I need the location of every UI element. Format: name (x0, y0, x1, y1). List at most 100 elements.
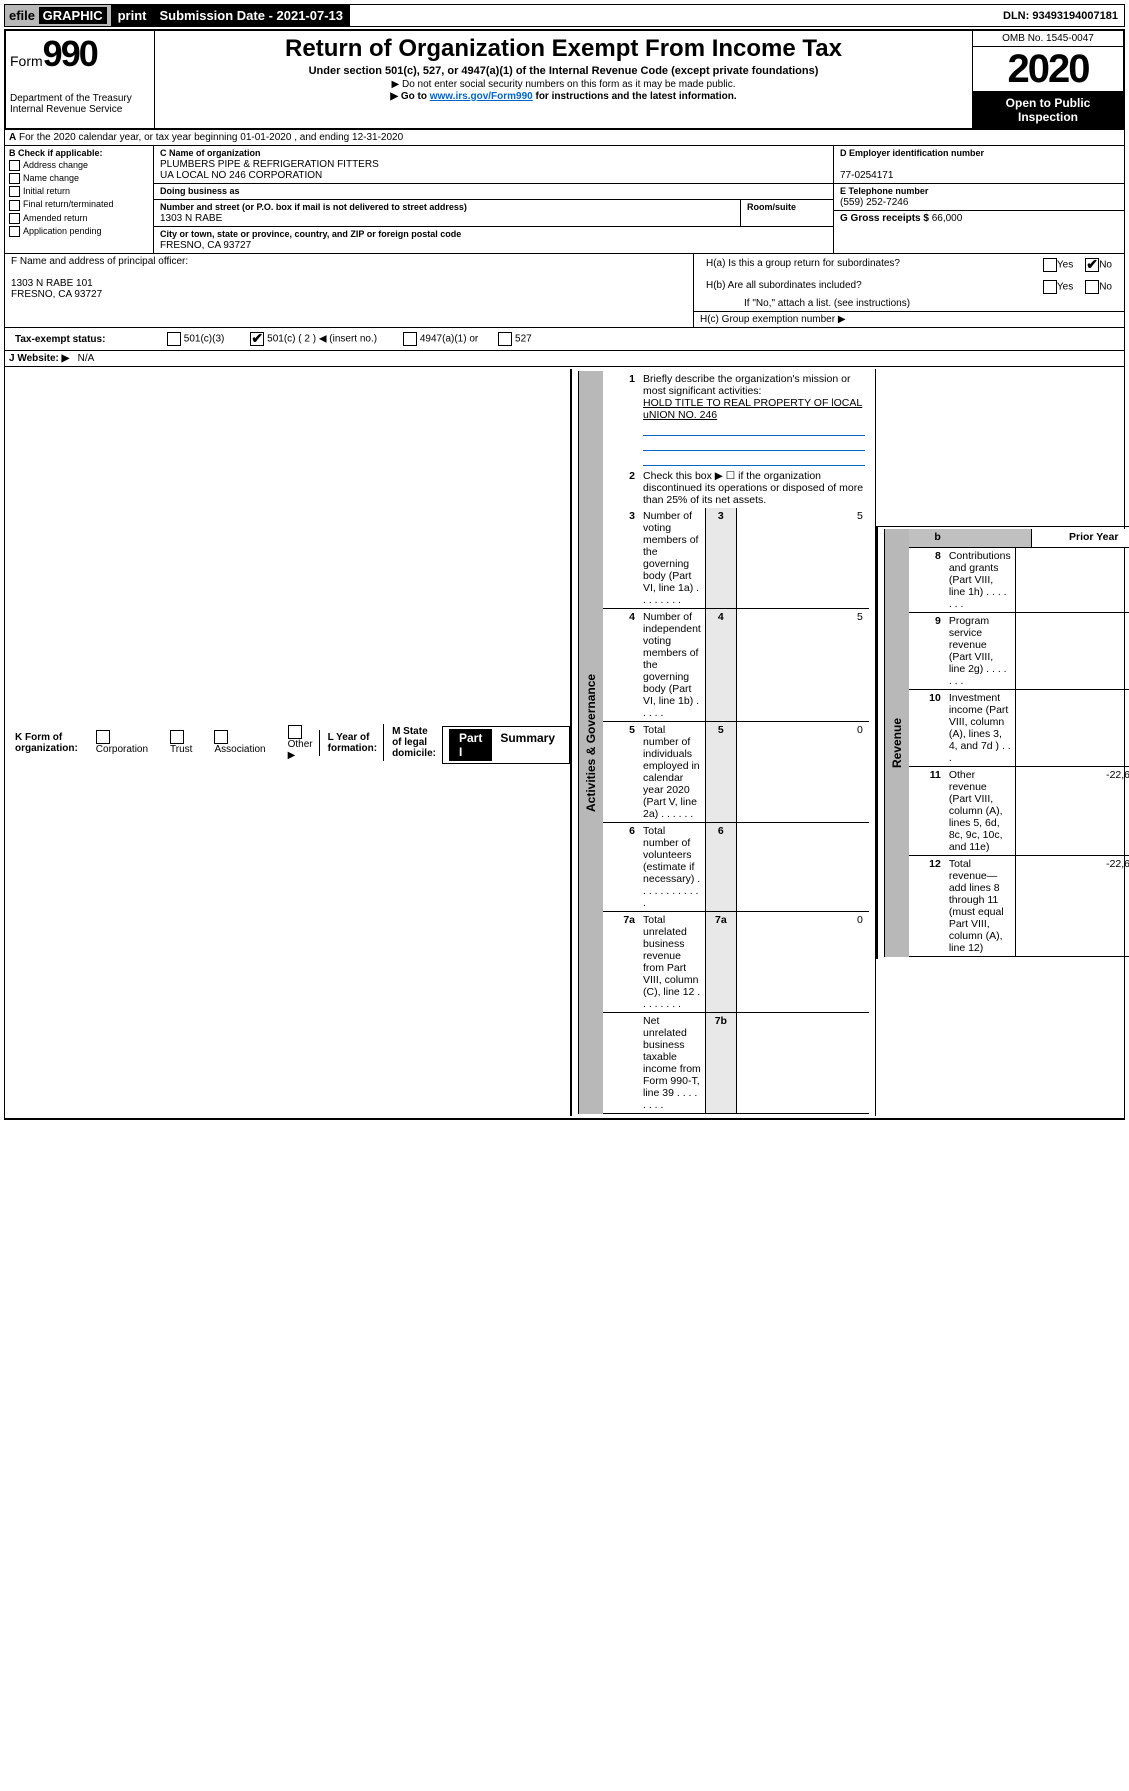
part1-title: Summary (492, 729, 563, 761)
dln-label: DLN: 93493194007181 (997, 5, 1124, 26)
cb-initial-return[interactable]: Initial return (9, 186, 149, 197)
city-label: City or town, state or province, country… (160, 229, 461, 239)
revenue-row: 12Total revenue—add lines 8 through 11 (… (909, 856, 1129, 957)
revenue-row: 11Other revenue (Part VIII, column (A), … (909, 767, 1129, 856)
tax-year-range: For the 2020 calendar year, or tax year … (19, 132, 403, 143)
open-to-public: Open to Public Inspection (973, 92, 1123, 128)
gross-label: G Gross receipts $ (840, 213, 929, 224)
cb-4947[interactable]: 4947(a)(1) or (397, 330, 484, 348)
cb-501c3[interactable]: 501(c)(3) (161, 330, 230, 348)
address-row: Number and street (or P.O. box if mail i… (154, 200, 833, 227)
header-left: Form990 Department of the Treasury Inter… (6, 31, 155, 128)
header-right: OMB No. 1545-0047 2020 Open to Public In… (972, 31, 1123, 128)
year-formation-label: L Year of formation: (328, 732, 377, 754)
q1-text: Briefly describe the organization's miss… (643, 373, 850, 397)
cb-527[interactable]: 527 (492, 330, 537, 348)
gov-row: 5Total number of individuals employed in… (603, 722, 869, 823)
goto-post: for instructions and the latest informat… (533, 91, 737, 102)
irs-link[interactable]: www.irs.gov/Form990 (430, 91, 533, 102)
f-h-section: F Name and address of principal officer:… (4, 254, 1125, 328)
h-c-question: H(c) Group exemption number ▶ (694, 311, 1124, 327)
box-b-checklist: B Check if applicable: Address change Na… (5, 146, 154, 253)
gov-row: Net unrelated business taxable income fr… (603, 1013, 869, 1114)
side-label-activities: Activities & Governance (578, 371, 603, 1114)
ssn-warning: ▶ Do not enter social security numbers o… (159, 79, 968, 90)
identity-section: B Check if applicable: Address change Na… (4, 146, 1125, 254)
cb-corporation[interactable]: Corporation (90, 728, 154, 757)
efile-graphic: GRAPHIC (39, 7, 107, 24)
phone-label: E Telephone number (840, 186, 928, 196)
cb-association[interactable]: Association (208, 728, 271, 757)
efile-prefix: efile (9, 8, 35, 23)
h-b-question: H(b) Are all subordinates included? (700, 278, 1037, 296)
h-b-note: If "No," attach a list. (see instruction… (694, 298, 1124, 311)
box-b-title: B Check if applicable: (9, 148, 149, 158)
q1-answer: HOLD TITLE TO REAL PROPERTY OF lOCAL uNI… (643, 397, 862, 421)
q2-num: 2 (603, 468, 639, 508)
side-label-revenue: Revenue (884, 529, 909, 957)
cb-501c[interactable]: 501(c) ( 2 ) ◀ (insert no.) (244, 330, 383, 348)
omb-number: OMB No. 1545-0047 (973, 31, 1123, 47)
dba-label: Doing business as (160, 186, 240, 196)
gross-value: 66,000 (932, 213, 963, 224)
room-label: Room/suite (747, 202, 796, 212)
revenue-header-row: b Prior Year Current Year (909, 529, 1129, 548)
city-cell: City or town, state or province, country… (154, 227, 833, 253)
gross-cell: G Gross receipts $ 66,000 (834, 211, 1124, 226)
street-address: 1303 N RABE (160, 213, 222, 224)
activities-governance-section: Activities & Governance 1 Briefly descri… (570, 369, 876, 1116)
ein-cell: D Employer identification number 77-0254… (834, 146, 1124, 184)
officer-addr2: FRESNO, CA 93727 (11, 289, 102, 300)
ein-value: 77-0254171 (840, 170, 893, 181)
officer-label: F Name and address of principal officer: (11, 256, 188, 267)
goto-pre: ▶ Go to (390, 91, 429, 102)
goto-link-row: ▶ Go to www.irs.gov/Form990 for instruct… (159, 91, 968, 102)
box-d-e-g: D Employer identification number 77-0254… (833, 146, 1124, 253)
print-button[interactable]: print (112, 5, 154, 26)
gov-row: 7aTotal unrelated business revenue from … (603, 912, 869, 1013)
gov-row: 6Total number of volunteers (estimate if… (603, 823, 869, 912)
dept-treasury: Department of the Treasury (10, 93, 150, 104)
irs-label: Internal Revenue Service (10, 104, 150, 115)
cb-trust[interactable]: Trust (164, 728, 198, 757)
row-i-tax-status: Tax-exempt status: 501(c)(3) 501(c) ( 2 … (4, 328, 1125, 351)
org-name: PLUMBERS PIPE & REFRIGERATION FITTERS UA… (160, 159, 379, 181)
revenue-row: 8Contributions and grants (Part VIII, li… (909, 548, 1129, 613)
revenue-row: 9Program service revenue (Part VIII, lin… (909, 613, 1129, 690)
box-f: F Name and address of principal officer:… (5, 254, 693, 327)
cb-name-change[interactable]: Name change (9, 173, 149, 184)
h-a-yes[interactable]: Yes (1037, 256, 1079, 274)
h-b-no[interactable]: No (1079, 278, 1118, 296)
dba-cell: Doing business as (154, 184, 833, 200)
tax-year: 2020 (973, 47, 1123, 92)
part1-header: Part I Summary (442, 726, 570, 764)
form-label: Form (10, 53, 43, 69)
website-label: J Website: ▶ (9, 353, 69, 364)
form-number: Form990 (10, 33, 150, 75)
h-a-question: H(a) Is this a group return for subordin… (700, 256, 1037, 274)
tax-status-label: Tax-exempt status: (9, 332, 161, 347)
submission-date-button[interactable]: Submission Date - 2021-07-13 (153, 5, 350, 26)
form-org-label: K Form of organization: (15, 732, 78, 754)
h-b-yes[interactable]: Yes (1037, 278, 1079, 296)
q1-num: 1 (603, 371, 639, 468)
phone-value: (559) 252-7246 (840, 197, 908, 208)
efile-label: efile GRAPHIC (5, 5, 112, 26)
cb-amended-return[interactable]: Amended return (9, 213, 149, 224)
cb-other[interactable]: Other ▶ (282, 723, 319, 763)
cb-address-change[interactable]: Address change (9, 160, 149, 171)
h-a-no[interactable]: No (1079, 256, 1118, 274)
ein-label: D Employer identification number (840, 148, 984, 158)
cb-application-pending[interactable]: Application pending (9, 226, 149, 237)
website-value: N/A (78, 353, 95, 364)
officer-addr1: 1303 N RABE 101 (11, 278, 93, 289)
street-label: Number and street (or P.O. box if mail i… (160, 202, 467, 212)
org-name-cell: C Name of organization PLUMBERS PIPE & R… (154, 146, 833, 184)
part1-tag: Part I (449, 729, 492, 761)
cb-final-return[interactable]: Final return/terminated (9, 199, 149, 210)
prior-year-header: Prior Year (1031, 529, 1129, 547)
form-990-number: 990 (43, 33, 97, 74)
form-subtitle: Under section 501(c), 527, or 4947(a)(1)… (159, 65, 968, 77)
header-title-block: Return of Organization Exempt From Incom… (155, 31, 972, 128)
state-domicile-label: M State of legal domicile: (392, 726, 436, 759)
